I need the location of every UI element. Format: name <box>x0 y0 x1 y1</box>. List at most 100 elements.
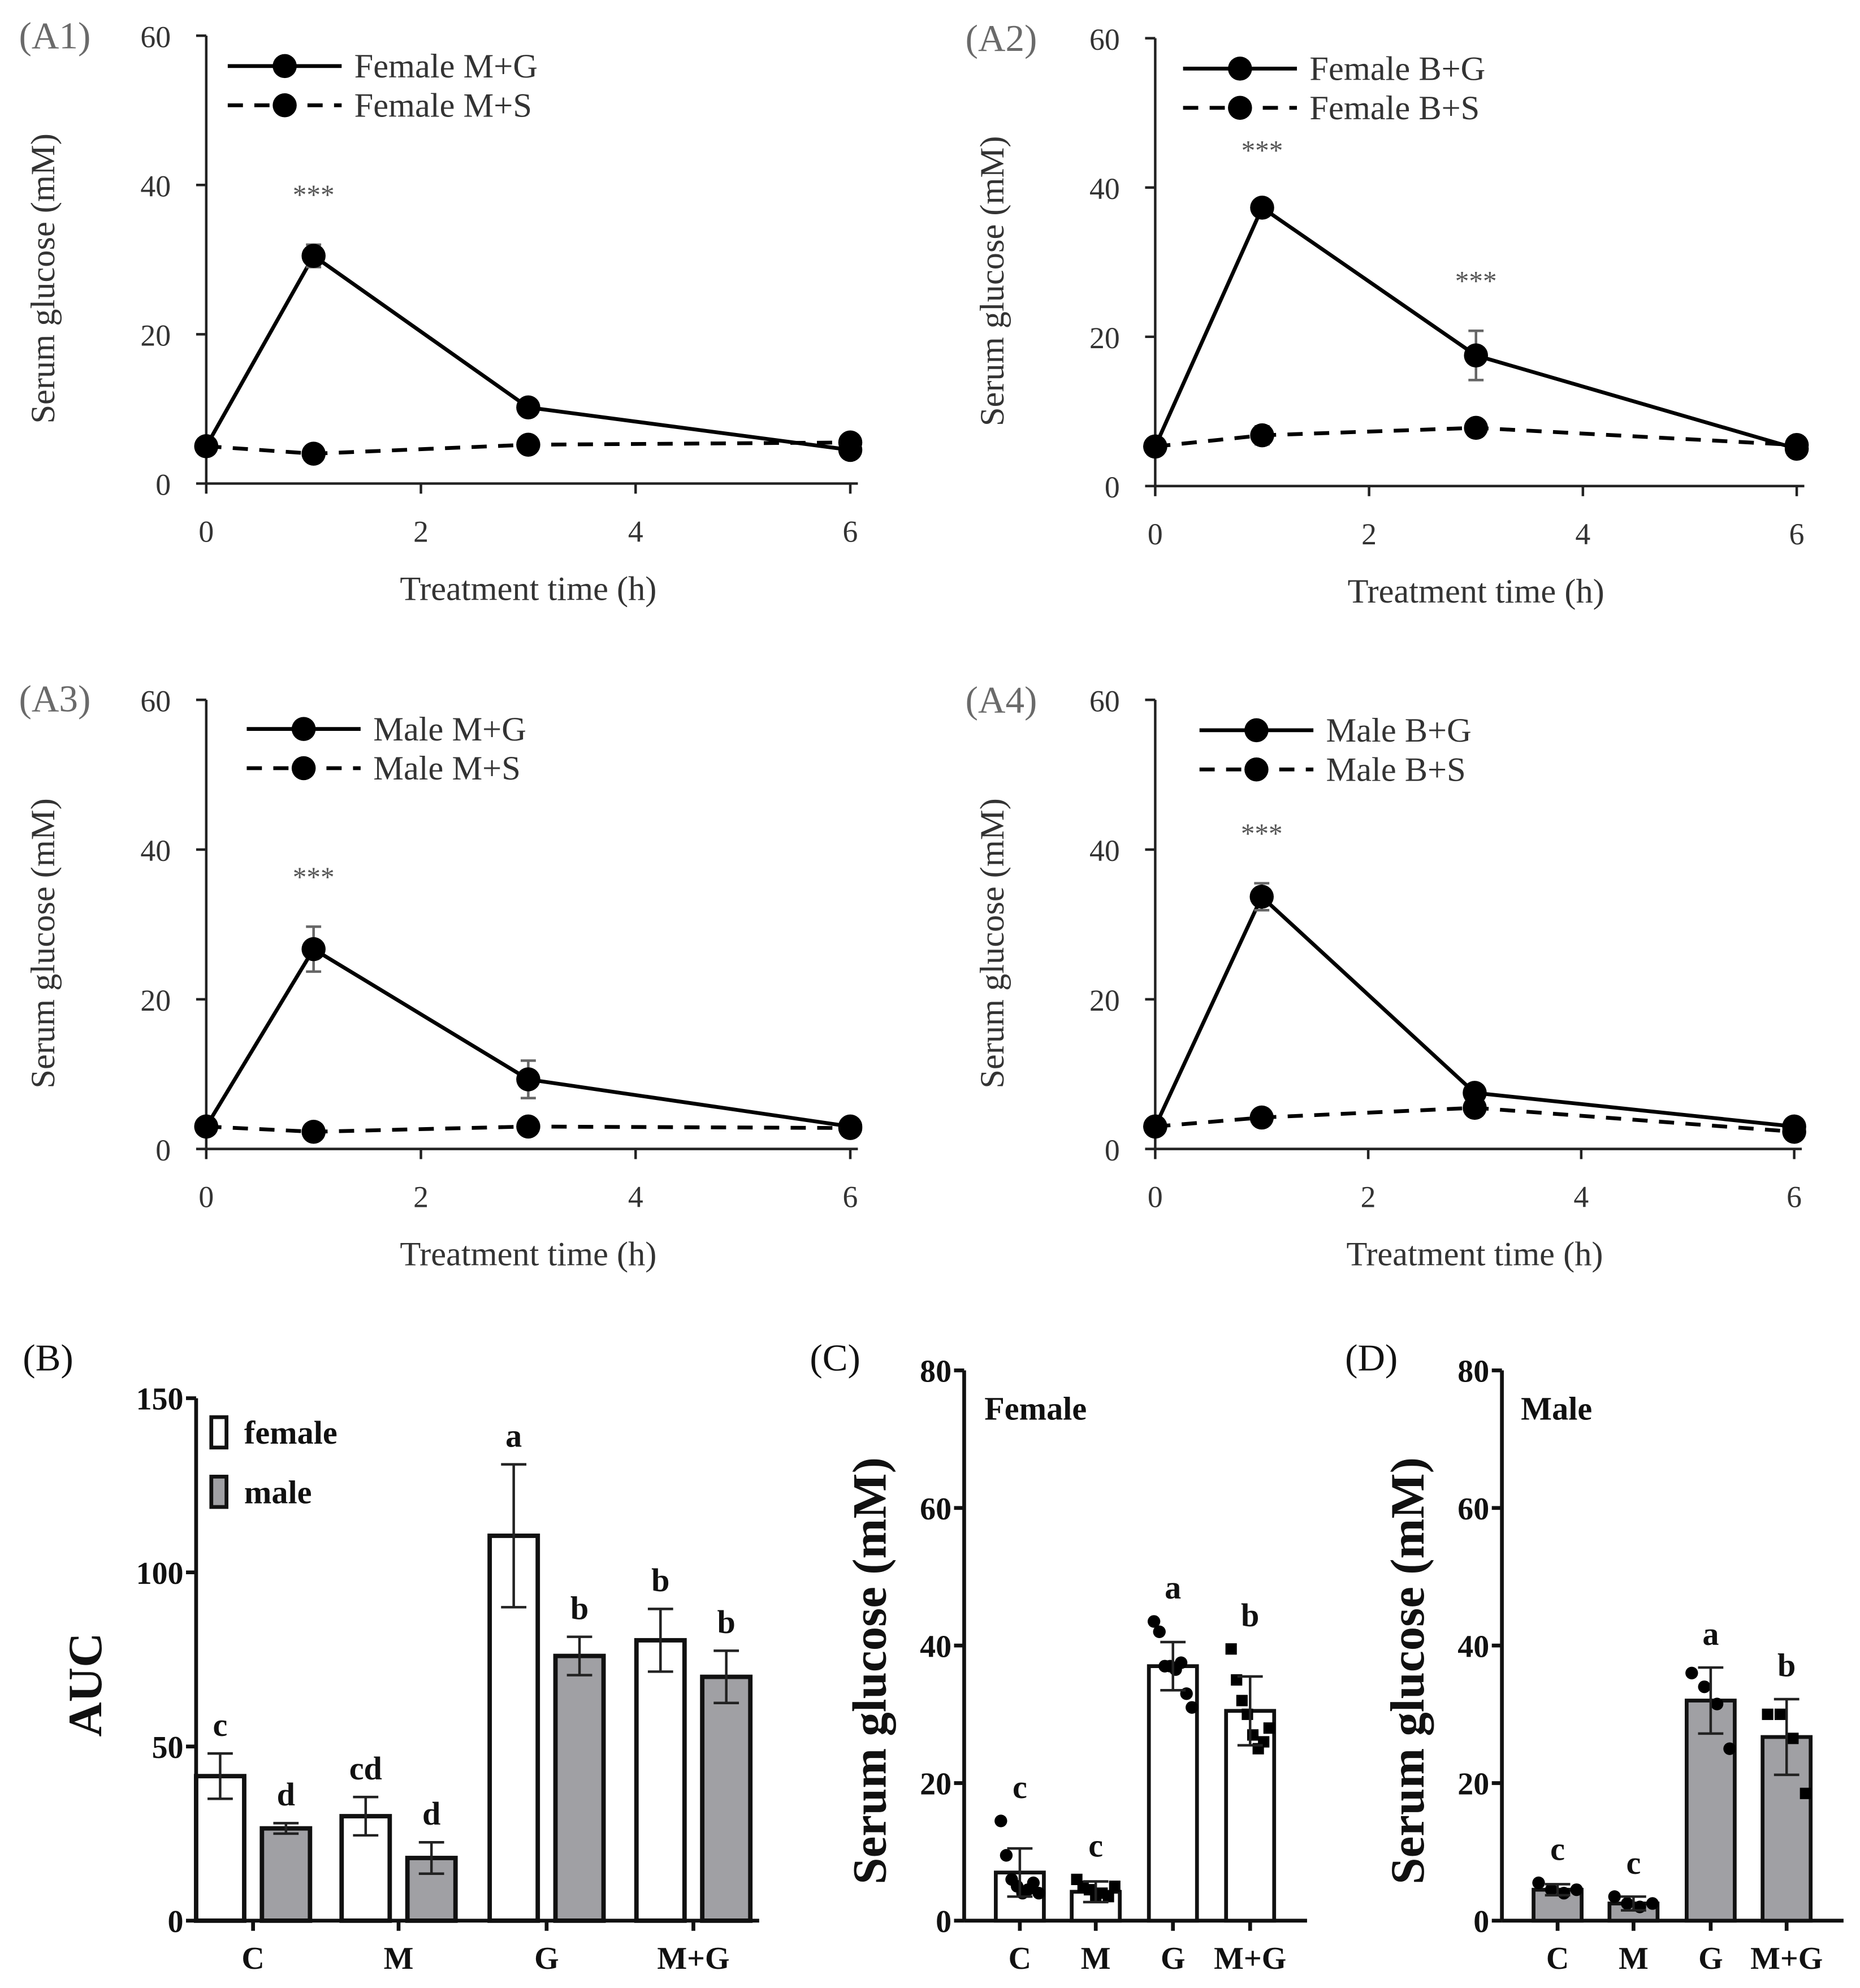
x-tick-label: C <box>1009 1941 1031 1976</box>
x-tick-label: 6 <box>1787 1180 1802 1214</box>
data-point <box>1249 1105 1274 1130</box>
data-point <box>1621 1897 1634 1910</box>
panel-label: (C) <box>810 1336 860 1379</box>
y-tick-label: 20 <box>140 318 171 352</box>
bar <box>1685 1699 1737 1923</box>
data-point <box>1646 1897 1659 1910</box>
line-chart-2: (A2) 0 20 40 60 0 2 4 6 Treatment time (h) Serum g… <box>966 17 1809 610</box>
legend-label: female <box>244 1414 338 1451</box>
series-line-0 <box>204 946 851 1129</box>
data-point <box>1685 1666 1698 1679</box>
legend-label: Female M+G <box>354 47 538 85</box>
series-line-0 <box>204 253 851 452</box>
series-line-0 <box>1153 205 1798 451</box>
y-axis-label: Serum glucose (mM) <box>1381 1457 1434 1885</box>
x-axis-label: Treatment time (h) <box>1346 1236 1603 1274</box>
y-tick-label: 0 <box>1105 1133 1120 1167</box>
x-tick-label: C <box>1546 1941 1569 1976</box>
significance-letter: d <box>422 1795 440 1832</box>
bar <box>259 1826 313 1923</box>
y-tick-label: 0 <box>155 468 171 502</box>
bar-chart-male: (D) 0 20 40 60 80 Serum glucose (mM) Male Cc Mc Ga… <box>1345 1336 1844 1976</box>
data-point <box>1247 1729 1259 1741</box>
y-tick-label: 40 <box>140 169 171 203</box>
y-tick-label: 0 <box>1473 1904 1489 1939</box>
legend-label: Female M+S <box>354 86 532 124</box>
y-axis-label: Serum glucose (mM) <box>844 1457 897 1885</box>
significance-letter: c <box>1550 1831 1565 1868</box>
y-axis-label: Serum glucose (mM) <box>24 133 62 423</box>
y-tick-label: 60 <box>140 684 171 718</box>
legend-label: Male M+S <box>373 750 521 787</box>
y-tick-label: 40 <box>1089 834 1120 868</box>
x-tick-label: M+G <box>1750 1941 1823 1976</box>
series-line-1 <box>1155 426 1797 449</box>
data-point <box>1464 415 1488 440</box>
y-tick-label: 20 <box>140 984 171 1017</box>
data-point <box>516 1067 540 1092</box>
significance-stars: *** <box>293 861 335 893</box>
significance-letter: a <box>1165 1569 1181 1606</box>
data-point <box>1000 1849 1013 1862</box>
significance-letter: a <box>1702 1615 1719 1652</box>
x-tick-label: 2 <box>413 1180 429 1214</box>
data-point <box>194 434 219 458</box>
x-axis-label: Treatment time (h) <box>400 570 656 608</box>
y-tick-label: 40 <box>1457 1629 1489 1664</box>
data-point <box>1186 1701 1199 1714</box>
y-tick-label: 0 <box>1105 470 1120 504</box>
legend-label: Male B+G <box>1326 712 1472 750</box>
panel-label: (D) <box>1345 1336 1398 1379</box>
data-point <box>1545 1883 1558 1896</box>
y-tick-label: 80 <box>1457 1354 1489 1389</box>
series-line-1 <box>1155 1106 1794 1134</box>
line-chart-3: (A3) 0 20 40 60 0 2 4 6 Treatment time (h) Serum g… <box>19 677 863 1274</box>
significance-letter: b <box>570 1589 589 1626</box>
data-point <box>1710 1697 1724 1710</box>
x-tick-label: M <box>1619 1941 1649 1976</box>
legend-swatch <box>209 1415 228 1450</box>
data-point <box>1723 1742 1736 1755</box>
data-point <box>1143 1114 1167 1139</box>
data-point <box>1608 1890 1621 1903</box>
y-tick-label: 50 <box>152 1730 184 1765</box>
data-point <box>1782 1114 1806 1139</box>
bar-chart-female: (C) 0 20 40 60 80 Serum glucose (mM) Female Cc Mc… <box>810 1336 1307 1976</box>
legend-marker <box>272 93 297 118</box>
data-point <box>1464 343 1488 368</box>
data-point <box>1249 885 1274 909</box>
data-point <box>1242 1708 1253 1720</box>
panel-label: (B) <box>23 1336 73 1379</box>
x-tick-label: G <box>1161 1941 1186 1976</box>
panel-title: Female <box>984 1391 1087 1427</box>
x-tick-label: M+G <box>657 1941 729 1976</box>
data-point <box>1784 436 1809 461</box>
x-tick-label: 4 <box>628 514 643 548</box>
y-tick-label: 20 <box>920 1767 951 1802</box>
x-tick-label: M <box>384 1941 414 1976</box>
x-tick-label: C <box>241 1941 264 1976</box>
x-tick-label: 6 <box>1789 517 1805 551</box>
panel-label: (A4) <box>966 679 1037 721</box>
y-tick-label: 0 <box>155 1133 171 1167</box>
y-tick-label: 80 <box>920 1354 951 1389</box>
data-point <box>838 438 863 462</box>
significance-letter: b <box>1777 1647 1796 1684</box>
line-chart-4: (A4) 0 20 40 60 0 2 4 6 Treatment time (h) Serum g… <box>966 679 1806 1274</box>
legend-label: Male M+G <box>373 711 526 748</box>
data-point <box>1225 1643 1237 1655</box>
legend-marker <box>291 717 316 741</box>
y-axis-label: Serum glucose (mM) <box>974 798 1011 1088</box>
series-line-1 <box>206 1124 851 1134</box>
y-tick-label: 60 <box>1089 23 1120 57</box>
data-point <box>1463 1081 1487 1105</box>
y-tick-label: 40 <box>1089 172 1120 206</box>
legend-marker <box>1244 718 1269 743</box>
significance-letter: d <box>277 1776 295 1813</box>
significance-letter: b <box>717 1604 735 1640</box>
significance-letter: b <box>651 1562 669 1599</box>
panel-label: (A1) <box>19 15 91 57</box>
data-point <box>1774 1708 1787 1720</box>
legend-label: Female B+S <box>1309 89 1480 127</box>
x-tick-label: 0 <box>1148 517 1163 551</box>
